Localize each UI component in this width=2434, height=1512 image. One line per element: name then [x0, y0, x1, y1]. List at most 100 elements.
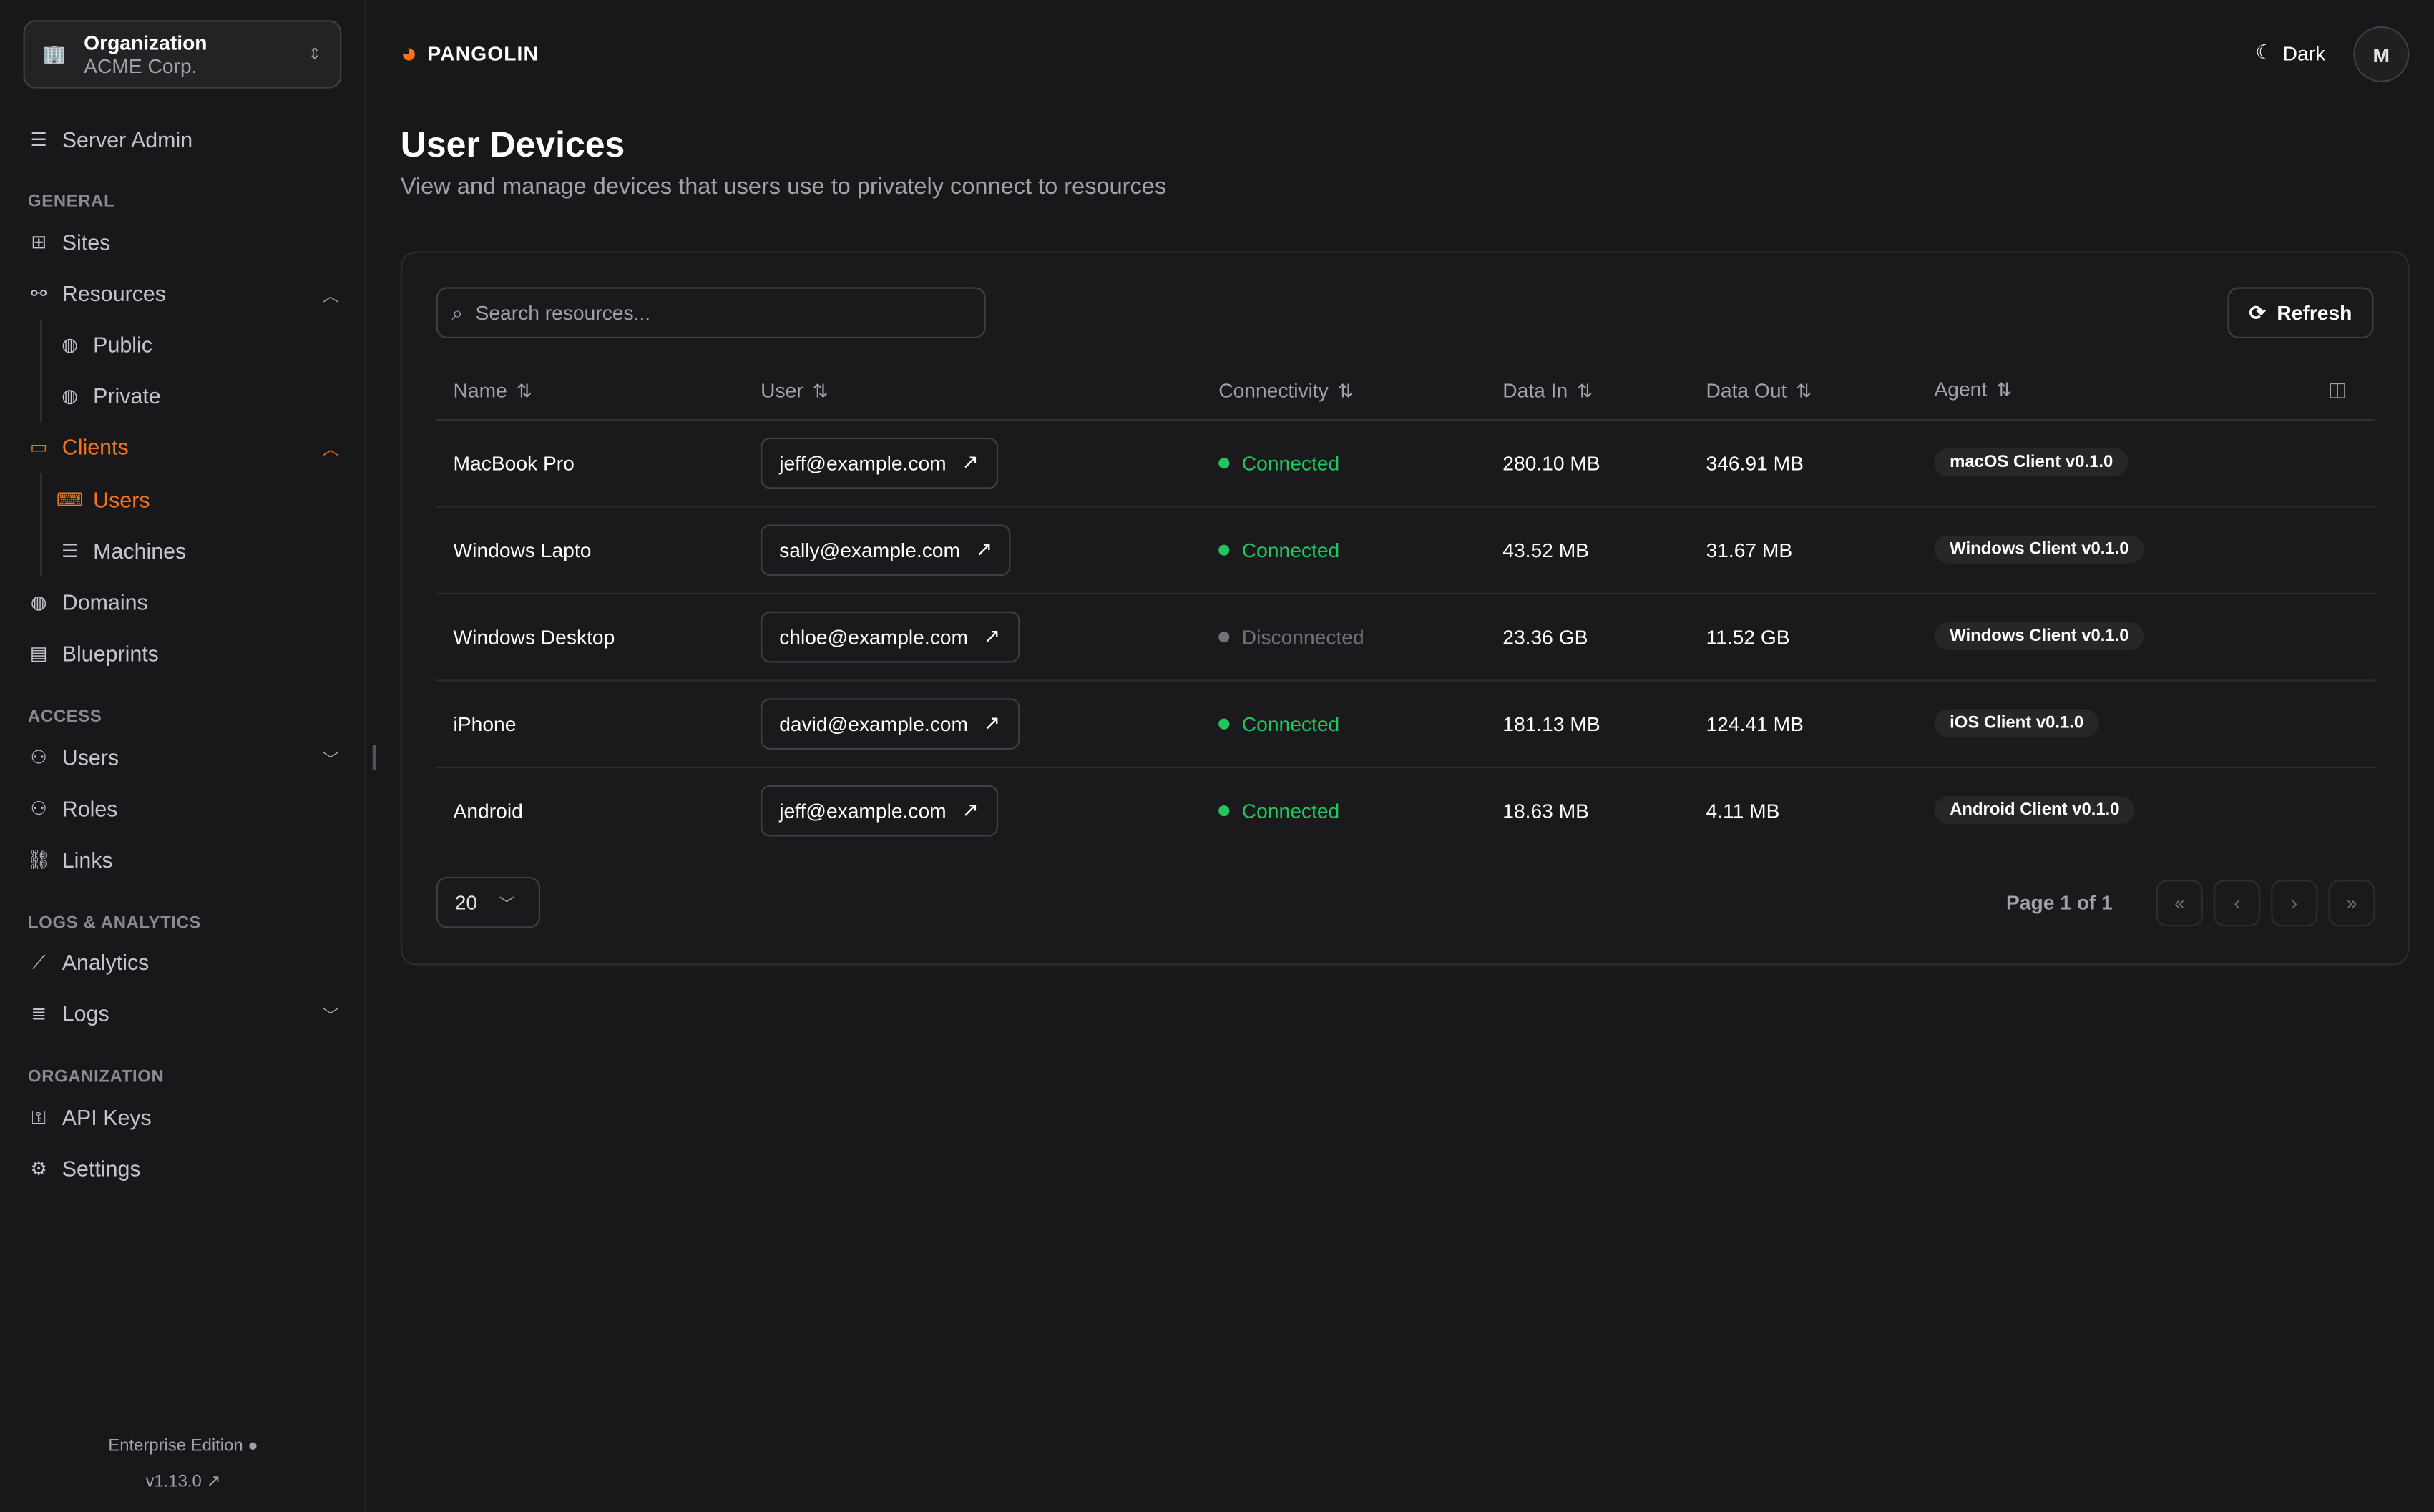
sidebar-item-domains[interactable]: ◍ Domains — [28, 589, 338, 614]
label: Server Admin — [62, 127, 193, 152]
sidebar-item-clients[interactable]: ▭ Clients ︿ — [28, 435, 338, 460]
agent-badge: macOS Client v0.1.0 — [1934, 448, 2129, 477]
user-link[interactable]: david@example.com ↗ — [761, 697, 1020, 749]
devices-table: Name ⇅ User ⇅ Connectivity ⇅ Data In ⇅ Data … — [436, 361, 2375, 854]
label: Domains — [62, 589, 148, 615]
theme-toggle[interactable]: ☾ Dark — [2255, 40, 2325, 65]
chevrons-updown-icon: ⇕ — [308, 46, 322, 63]
sidebar-item-settings[interactable]: ⚙ Settings — [28, 1156, 338, 1181]
next-page-button[interactable]: › — [2271, 880, 2318, 927]
label: Resources — [62, 280, 166, 306]
sidebar-item-api-keys[interactable]: ⚿ API Keys — [28, 1105, 338, 1130]
column-header-data-in[interactable]: Data In ⇅ — [1485, 361, 1689, 420]
status-badge: Disconnected — [1218, 624, 1485, 648]
label: API Keys — [62, 1104, 152, 1130]
sidebar-item-machines[interactable]: ☰ Machines — [59, 539, 338, 564]
search-input[interactable]: ⌕ Search resources... — [436, 287, 986, 338]
server-icon: ☰ — [30, 129, 47, 151]
brand-logo[interactable]: ◕ PANGOLIN — [401, 37, 539, 70]
agent-badge: Android Client v0.1.0 — [1934, 796, 2136, 825]
column-header-data-out[interactable]: Data Out ⇅ — [1688, 361, 1917, 420]
arrow-up-right-icon: ↗ — [975, 536, 993, 561]
last-page-button[interactable]: » — [2328, 880, 2375, 927]
section-organization: ORGANIZATION — [28, 1067, 165, 1086]
status-dot — [1218, 717, 1230, 729]
file-icon: ▤ — [29, 642, 48, 664]
sidebar-item-blueprints[interactable]: ▤ Blueprints — [28, 641, 338, 666]
device-name: MacBook Pro — [436, 418, 744, 507]
sidebar-item-users-devices[interactable]: ⌨ Users — [56, 487, 338, 513]
data-in: 280.10 MB — [1485, 418, 1689, 507]
user-link[interactable]: jeff@example.com ↗ — [761, 436, 998, 489]
page-size-value: 20 — [454, 890, 478, 914]
arrow-up-right-icon: ↗ — [983, 710, 1001, 735]
sidebar-resize-handle[interactable] — [372, 745, 376, 770]
column-header-agent[interactable]: Agent ⇅ ◫ — [1917, 361, 2375, 420]
user-email: david@example.com — [779, 711, 969, 735]
sidebar-item-sites[interactable]: ⊞ Sites — [28, 230, 338, 255]
theme-label: Dark — [2282, 41, 2326, 65]
edition[interactable]: Enterprise Edition ● — [0, 1437, 366, 1455]
sidebar-item-roles[interactable]: ⚇ Roles — [28, 796, 338, 821]
first-page-button[interactable]: « — [2156, 880, 2203, 927]
device-name: Windows Desktop — [436, 592, 744, 681]
label: Logs — [62, 1001, 109, 1026]
table-row: iPhone david@example.com ↗ Connected 181.… — [436, 679, 2375, 767]
sidebar-item-logs[interactable]: ≣ Logs ﹀ — [28, 1001, 338, 1026]
brand-name: PANGOLIN — [427, 41, 539, 66]
sidebar-item-public[interactable]: ◍ Public — [59, 332, 338, 357]
label: Settings — [62, 1156, 141, 1182]
columns-icon[interactable]: ◫ — [2327, 377, 2347, 401]
label: Public — [93, 332, 152, 358]
table-row: Windows Desktop chloe@example.com ↗ Disco… — [436, 592, 2375, 681]
status-dot — [1218, 805, 1230, 816]
org-label: Organization — [84, 31, 207, 54]
globe-lock-icon: ◍ — [62, 385, 78, 407]
sidebar-item-users[interactable]: ⚇ Users ﹀ — [28, 745, 338, 770]
data-in: 18.63 MB — [1502, 798, 1590, 823]
version-link[interactable]: v1.13.0 ↗ — [0, 1471, 366, 1491]
label: Private — [93, 383, 161, 408]
sidebar-item-resources[interactable]: ⚯ Resources ︿ — [28, 281, 338, 306]
column-header-user[interactable]: User ⇅ — [743, 361, 1202, 420]
user-email: jeff@example.com — [779, 451, 947, 474]
chevron-up-icon: ︿ — [323, 288, 338, 305]
server-icon: ☰ — [61, 540, 79, 562]
user-link[interactable]: chloe@example.com ↗ — [761, 610, 1020, 662]
globe-icon: ◍ — [30, 591, 47, 614]
avatar[interactable]: M — [2353, 26, 2410, 82]
data-in: 181.13 MB — [1485, 679, 1689, 767]
pangolin-logo-icon: ◕ — [400, 37, 419, 69]
page-title: User Devices — [400, 124, 625, 165]
status-badge: Connected — [1218, 799, 1485, 822]
data-out: 31.67 MB — [1688, 506, 1917, 594]
page-size-select[interactable]: 20 ﹀ — [436, 876, 541, 928]
user-link[interactable]: sally@example.com ↗ — [761, 524, 1012, 575]
device-name: Android — [453, 798, 523, 823]
chart-line-icon: ⟋ — [32, 950, 46, 973]
prev-page-button[interactable]: ‹ — [2213, 880, 2261, 927]
user-email: chloe@example.com — [779, 624, 969, 648]
status-dot — [1218, 630, 1230, 642]
section-logs: LOGS & ANALYTICS — [28, 913, 202, 933]
column-header-name[interactable]: Name ⇅ — [436, 361, 744, 420]
label: Clients — [62, 434, 129, 460]
column-header-connectivity[interactable]: Connectivity ⇅ — [1201, 361, 1486, 420]
label: Users — [93, 487, 150, 513]
user-link[interactable]: jeff@example.com ↗ — [761, 785, 998, 836]
monitor-up-icon: ▭ — [29, 436, 48, 458]
sort-icon: ⇅ — [1996, 378, 2013, 401]
label: Sites — [62, 230, 111, 255]
refresh-button[interactable]: ⟳ Refresh — [2227, 287, 2374, 338]
sidebar-item-analytics[interactable]: ⟋ Analytics — [28, 950, 338, 975]
sidebar-item-server-admin[interactable]: ☰ Server Admin — [28, 127, 338, 152]
globe-icon: ◍ — [62, 333, 78, 355]
user-email: sally@example.com — [779, 537, 960, 561]
label: Roles — [62, 796, 118, 821]
data-out: 346.91 MB — [1688, 418, 1917, 507]
org-name: ACME Corp. — [84, 54, 197, 78]
org-switcher[interactable]: 🏢 Organization ACME Corp. ⇕ — [23, 20, 342, 89]
laptop-icon: ⌨ — [56, 489, 84, 511]
sidebar-item-private[interactable]: ◍ Private — [59, 383, 338, 408]
sidebar-item-links[interactable]: ⛓ Links — [27, 848, 338, 873]
